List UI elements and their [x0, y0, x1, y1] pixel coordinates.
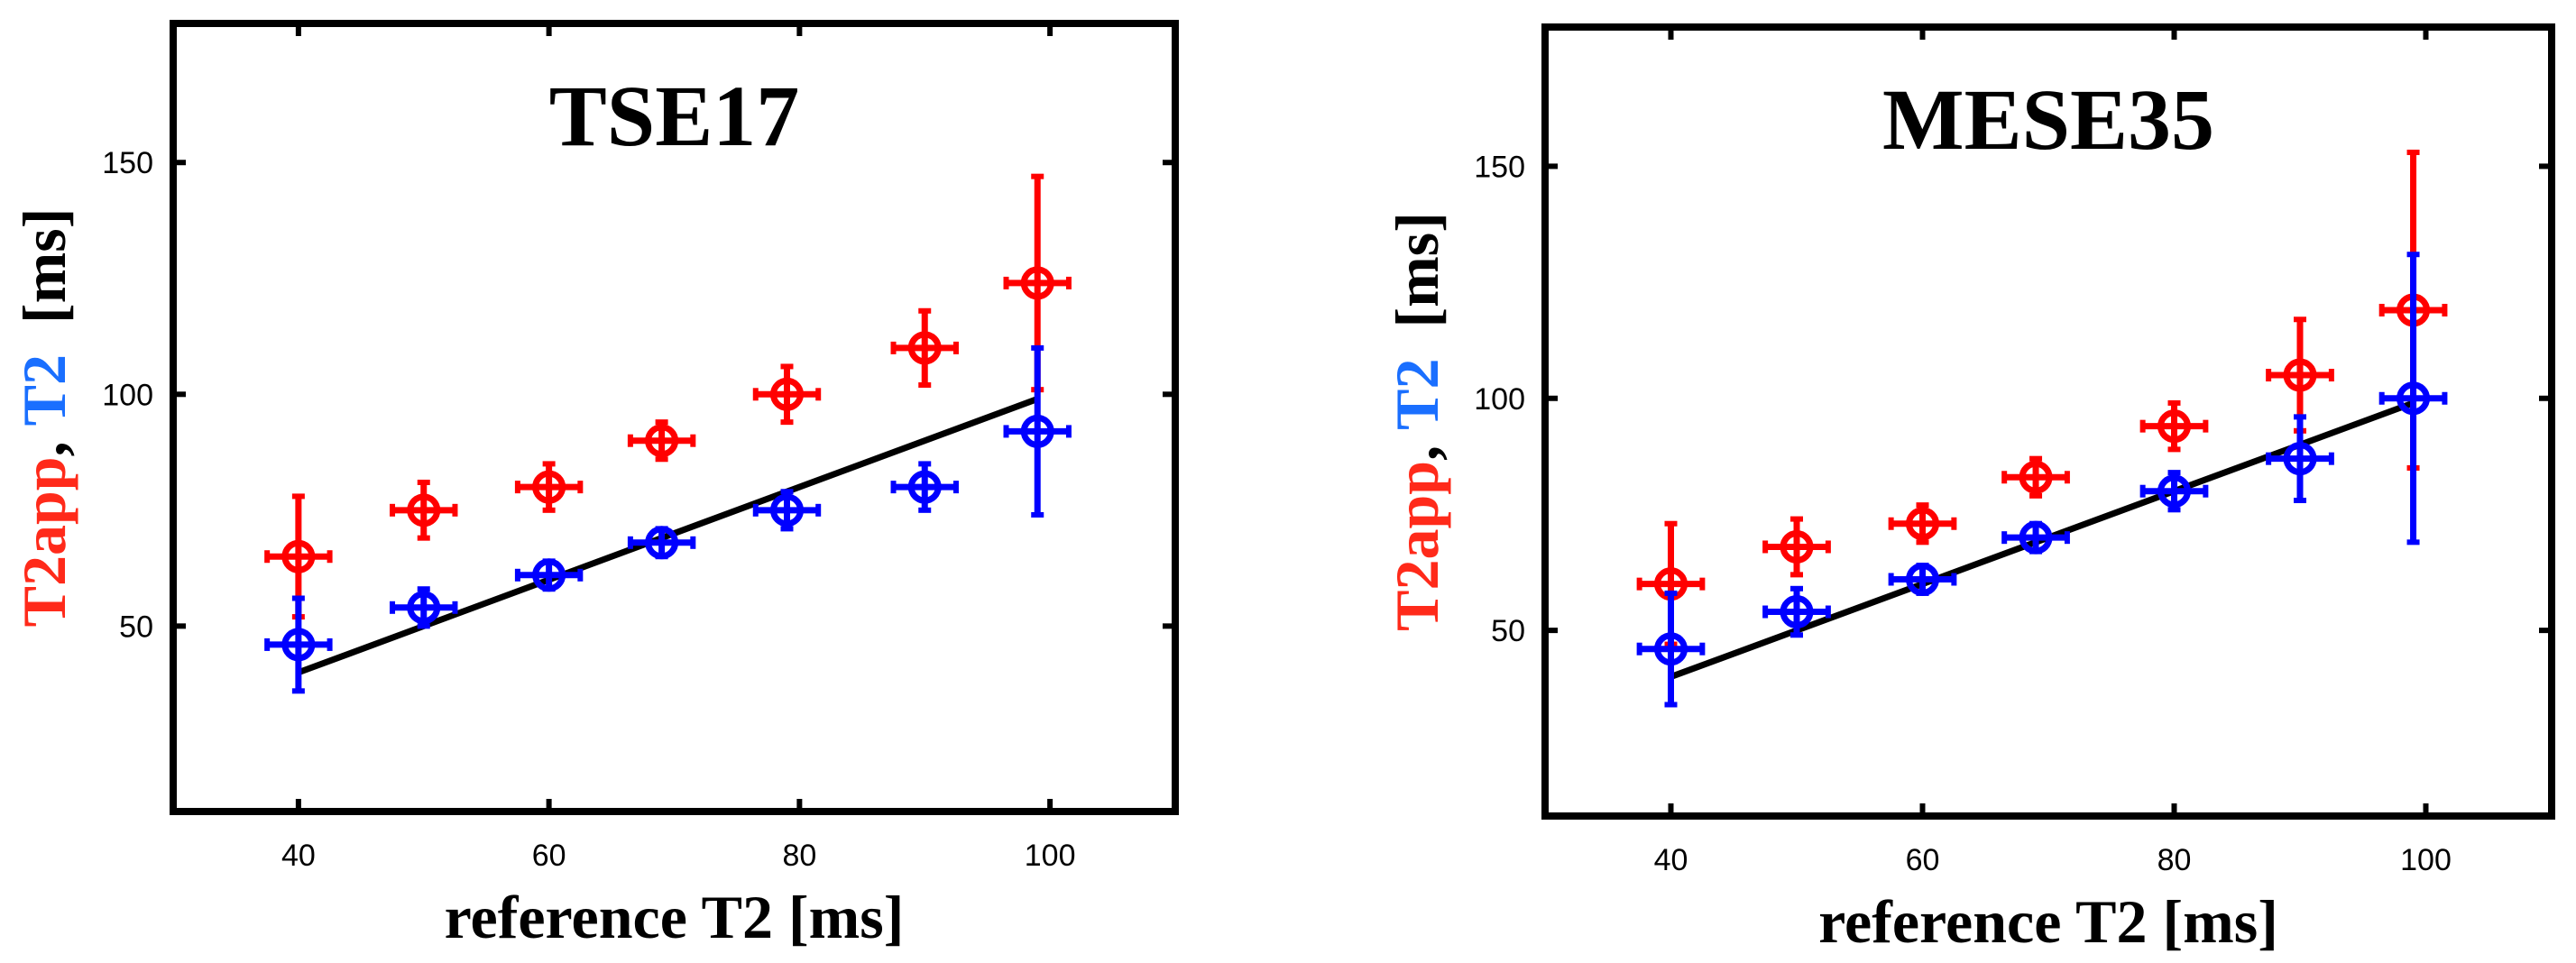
marker — [281, 628, 316, 662]
data-point — [890, 307, 959, 389]
x-tick-label: 60 — [532, 839, 566, 873]
marker — [2397, 381, 2431, 416]
data-point — [1003, 344, 1072, 518]
x-tick-label: 40 — [1654, 843, 1688, 877]
data-point — [2139, 399, 2209, 453]
marker — [407, 591, 441, 625]
y-axis-label-part: T2app — [1383, 461, 1451, 631]
data-point — [890, 461, 959, 513]
data-point — [752, 363, 822, 426]
data-point — [264, 493, 333, 620]
x-tick-label: 100 — [2400, 843, 2452, 877]
marker — [769, 493, 804, 527]
x-axis-label: reference T2 [ms] — [1818, 887, 2278, 956]
data-point — [514, 558, 584, 592]
marker — [2283, 358, 2317, 392]
marker — [407, 493, 441, 527]
data-point — [1888, 502, 1957, 546]
marker — [769, 377, 804, 411]
y-axis-label-part: [ms] — [1383, 212, 1451, 358]
y-axis-label-part: , — [1383, 430, 1451, 461]
data-point — [390, 479, 458, 541]
series-t2app — [1636, 149, 2448, 647]
marker — [2157, 409, 2191, 444]
axes-box — [1541, 23, 2555, 820]
marker — [907, 470, 942, 504]
x-tick-label: 100 — [1025, 839, 1076, 873]
axes-box — [170, 20, 1179, 815]
y-tick-label: 50 — [119, 610, 153, 644]
data-point — [2001, 455, 2070, 499]
y-tick-label: 100 — [102, 378, 153, 412]
marker — [1780, 529, 1814, 564]
data-point — [752, 489, 822, 532]
marker — [907, 331, 942, 365]
y-axis-label-part: T2 — [10, 354, 78, 426]
marker — [1906, 563, 1939, 596]
marker — [2157, 474, 2191, 509]
x-tick-label: 80 — [2157, 843, 2192, 877]
data-point — [2266, 316, 2334, 434]
y-axis-label-part: , — [10, 426, 78, 456]
marker — [2019, 520, 2053, 555]
y-tick-label: 100 — [1474, 382, 1525, 417]
y-tick-label: 50 — [1491, 614, 1525, 648]
series-t2app — [264, 173, 1072, 620]
marker — [532, 558, 566, 592]
chart-panel-2: 40 60 80 100 50 100 150 MESE35 reference T2 [ms]… — [1383, 23, 2555, 956]
data-point — [1636, 590, 1706, 708]
data-point — [2266, 414, 2334, 503]
marker — [1020, 266, 1054, 300]
series-t2 — [264, 344, 1072, 694]
marker — [1020, 414, 1054, 448]
marker — [2283, 442, 2317, 476]
marker — [645, 424, 679, 458]
data-point — [2378, 252, 2448, 546]
marker — [532, 470, 566, 504]
data-point — [1888, 563, 1957, 596]
data-point — [2139, 470, 2209, 513]
data-point — [1762, 585, 1831, 638]
data-point — [627, 419, 696, 463]
x-tick-label: 40 — [281, 839, 316, 873]
data-point — [1762, 516, 1831, 578]
chart-title: TSE17 — [549, 68, 799, 164]
marker — [645, 526, 679, 560]
y-tick-label: 150 — [102, 146, 153, 180]
x-tick-label: 60 — [1906, 843, 1940, 877]
y-axis-label: T2app, T2 [ms] — [10, 208, 78, 628]
marker — [1780, 595, 1814, 629]
y-axis-label-part: T2app — [10, 456, 78, 627]
data-point — [390, 586, 458, 629]
data-point — [2001, 520, 2070, 555]
data-point — [264, 595, 333, 694]
y-axis-label-part: [ms] — [10, 208, 78, 354]
y-tick-label: 150 — [1474, 150, 1525, 184]
data-point — [627, 526, 696, 560]
marker — [1906, 507, 1939, 541]
series-t2 — [1636, 252, 2448, 708]
y-axis-label: T2app, T2 [ms] — [1383, 212, 1451, 631]
y-axis-label-part: T2 — [1383, 359, 1451, 430]
chart-title: MESE35 — [1882, 71, 2214, 168]
marker — [1654, 632, 1688, 666]
marker — [281, 539, 316, 573]
marker — [2019, 460, 2053, 494]
data-point — [514, 461, 584, 513]
x-axis-label: reference T2 [ms] — [445, 883, 905, 951]
chart-panel-1: 40 60 80 100 50 100 150 TSE17 reference T2 [ms] T… — [10, 20, 1179, 951]
x-tick-label: 80 — [782, 839, 816, 873]
